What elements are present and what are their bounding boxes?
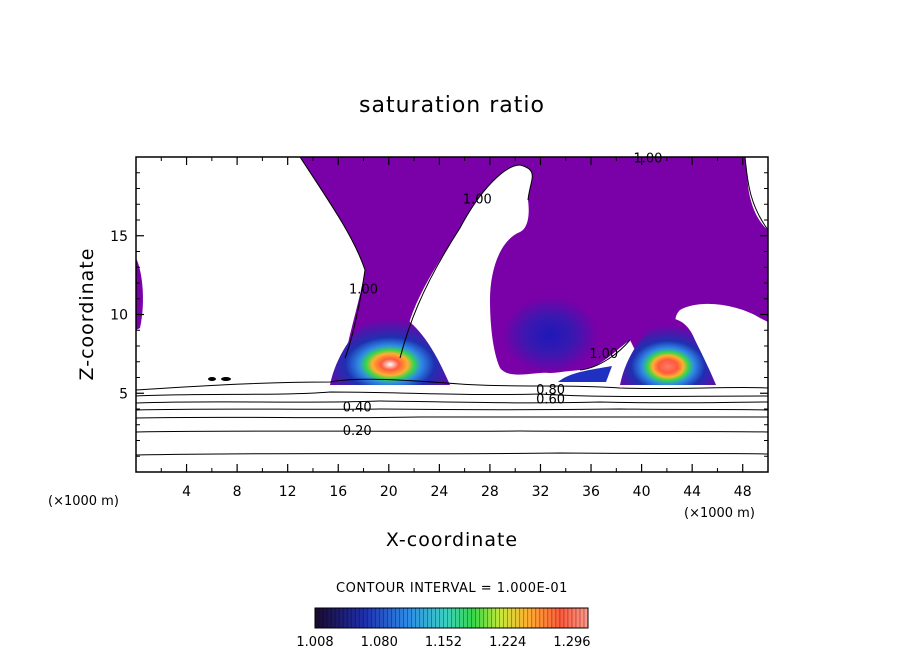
contour-lines (136, 157, 768, 456)
contour-label: 0.60 (536, 393, 565, 408)
contour-interval: CONTOUR INTERVAL = 1.000E-01 (336, 581, 568, 596)
x-tick-label: 16 (329, 484, 347, 500)
supersaturated-region (300, 157, 768, 375)
x-tick-label: 8 (233, 484, 242, 500)
plume-left (330, 311, 450, 385)
contour-label: 1.00 (349, 282, 378, 297)
chart-title: saturation ratio (359, 93, 545, 118)
colorbar-tick-label: 1.152 (425, 635, 462, 650)
y-axis: 5 10 15 (110, 172, 768, 457)
dark-core (502, 297, 598, 373)
x-tick-label: 32 (532, 484, 550, 500)
x-unit-right: (×1000 m) (684, 506, 755, 521)
x-tick-label: 28 (481, 484, 499, 500)
x-tick-label: 40 (633, 484, 651, 500)
x-tick-label: 44 (683, 484, 701, 500)
x-tick-label: 48 (734, 484, 752, 500)
colorbar-tick-label: 1.296 (553, 635, 590, 650)
x-tick-label: 12 (279, 484, 297, 500)
contour-label: 1.00 (633, 152, 662, 167)
y-tick-label: 10 (110, 308, 128, 324)
x-tick-label: 4 (182, 484, 191, 500)
x-tick-label: 24 (430, 484, 448, 500)
plot-field (136, 157, 768, 456)
contour-label: 1.00 (463, 193, 492, 208)
x-unit-left: (×1000 m) (48, 494, 119, 509)
contour-labels: 1.00 1.00 1.00 1.00 0.800.60 0.40 0.20 (343, 152, 663, 439)
y-axis-title: Z-coordinate (76, 248, 98, 381)
contour-label: 0.40 (343, 400, 372, 415)
colorbar-tick-label: 1.224 (489, 635, 526, 650)
y-tick-label: 5 (119, 386, 128, 402)
contour-label: 0.20 (343, 424, 372, 439)
x-tick-label: 20 (380, 484, 398, 500)
colorbar-segments (318, 608, 585, 628)
x-tick-label: 36 (582, 484, 600, 500)
plume-right (620, 318, 716, 385)
colorbar-ticks: 1.008 1.080 1.152 1.224 1.296 (296, 635, 590, 650)
contour-label: 1.00 (589, 347, 618, 362)
y-tick-label: 15 (110, 229, 128, 245)
colorbar-tick-label: 1.008 (296, 635, 333, 650)
contour-label: 0.80 (536, 383, 565, 398)
x-axis: 4 8 12 16 20 24 28 32 36 40 44 48 (160, 157, 752, 500)
x-axis-title: X-coordinate (386, 529, 518, 551)
colorbar-tick-label: 1.080 (361, 635, 398, 650)
